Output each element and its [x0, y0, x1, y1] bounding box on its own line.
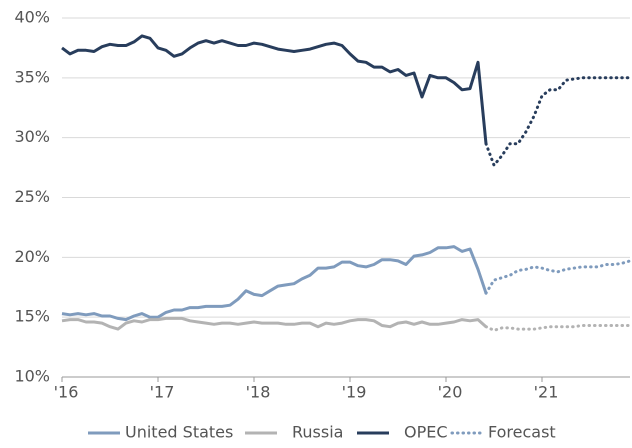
- forecast-line: [484, 324, 632, 332]
- x-tick-label: '16: [54, 383, 79, 402]
- legend-label: Russia: [292, 423, 343, 442]
- forecast-line: [484, 76, 632, 167]
- series-line: [61, 34, 488, 144]
- y-tick-label: 35%: [14, 67, 50, 86]
- x-tick-label: '20: [438, 383, 463, 402]
- y-tick-label: 10%: [14, 367, 50, 386]
- x-tick-label: '19: [342, 383, 367, 402]
- x-tick-label: '21: [534, 383, 559, 402]
- y-tick-label: 30%: [14, 127, 50, 146]
- y-tick-label: 20%: [14, 247, 50, 266]
- x-tick-label: '17: [150, 383, 175, 402]
- legend-label: OPEC: [404, 423, 448, 442]
- legend-label: United States: [125, 423, 233, 442]
- x-tick-label: '18: [246, 383, 271, 402]
- series-line: [61, 245, 488, 322]
- legend-label: Forecast: [488, 423, 556, 442]
- forecast-line: [484, 259, 632, 295]
- y-tick-label: 40%: [14, 8, 50, 27]
- y-tick-label: 15%: [14, 307, 50, 326]
- series-line: [61, 316, 487, 331]
- y-tick-label: 25%: [14, 187, 50, 206]
